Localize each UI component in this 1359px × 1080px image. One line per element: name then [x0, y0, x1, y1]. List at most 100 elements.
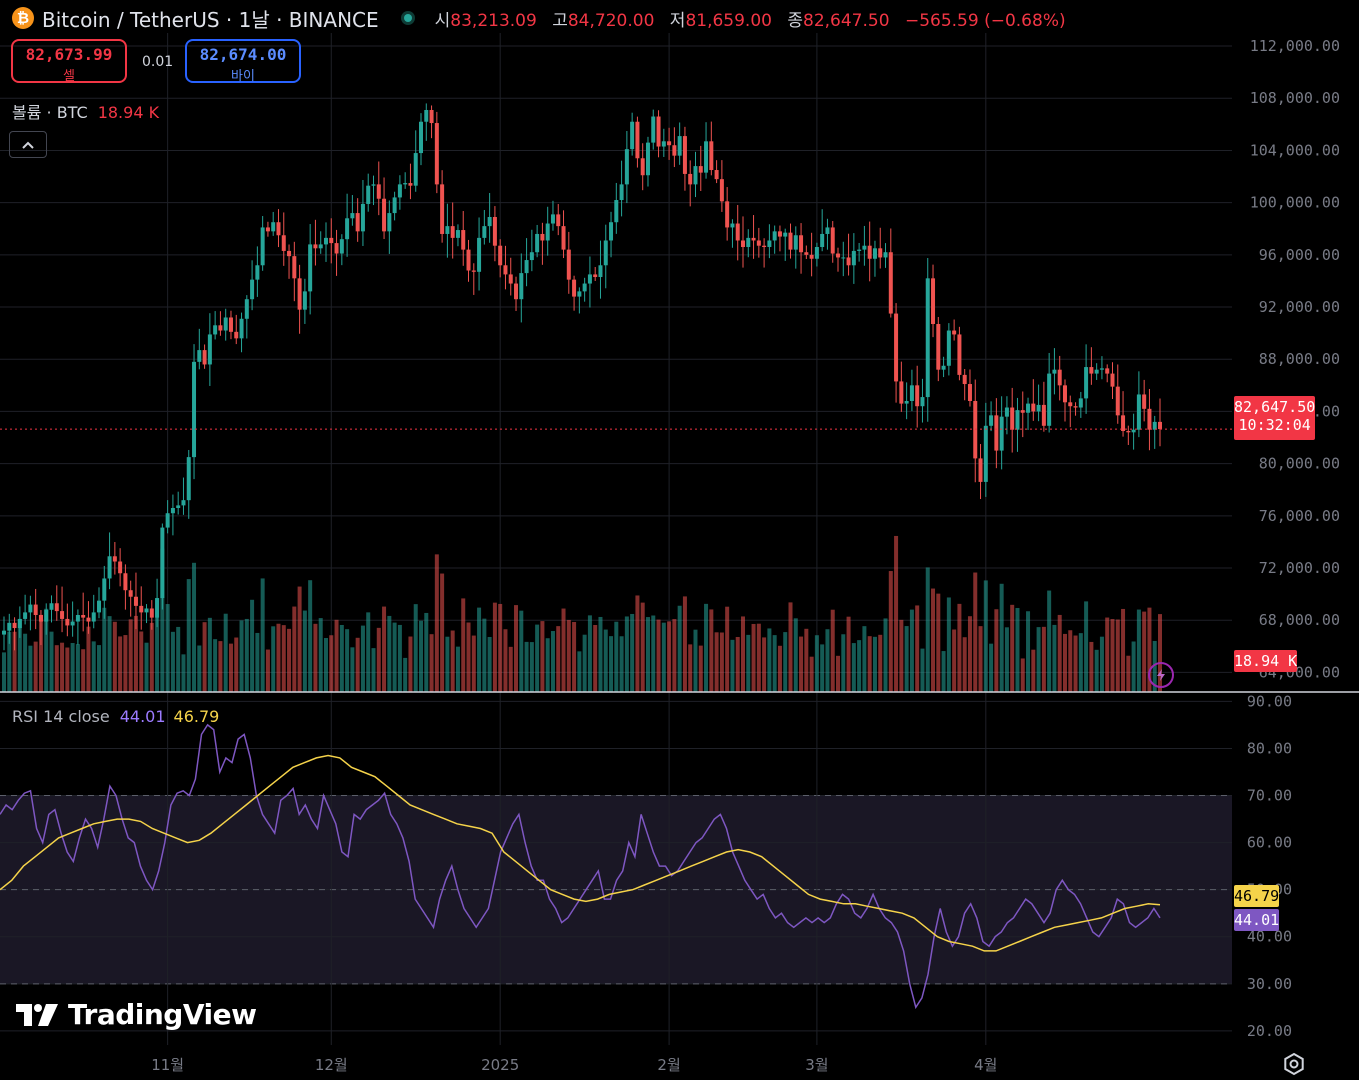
lightning-icon[interactable]: [1148, 662, 1174, 688]
candle-body: [851, 250, 856, 266]
close-value: 82,647.50: [803, 10, 890, 31]
volume-bar: [17, 619, 22, 692]
candle-body: [872, 248, 877, 259]
volume-bar: [556, 626, 561, 692]
candle-body: [466, 249, 471, 271]
candle-body: [556, 214, 561, 227]
volume-bar: [999, 583, 1004, 692]
candle-body: [170, 508, 175, 514]
candle-body: [725, 201, 730, 228]
candle-body: [656, 116, 661, 147]
candle-body: [139, 605, 144, 613]
candle-body: [1057, 369, 1062, 386]
candle-body: [999, 416, 1004, 451]
candle-body: [667, 141, 672, 146]
bitcoin-icon: ₿: [12, 7, 34, 29]
volume-bar: [181, 654, 186, 692]
candle-body: [60, 611, 65, 619]
rsi-value: 44.01: [119, 707, 166, 726]
volume-bar: [408, 636, 413, 692]
candle-body: [915, 385, 920, 407]
candle-body: [989, 415, 994, 426]
candle-body: [1010, 407, 1015, 430]
candle-body: [830, 227, 835, 254]
candle-body: [946, 330, 951, 366]
candle-body: [97, 600, 102, 613]
candle-body: [1047, 373, 1052, 426]
volume-bar: [265, 649, 270, 692]
volume-legend[interactable]: 볼륨 · BTC 18.94 K: [12, 99, 159, 123]
time-tick-label: 11월: [151, 1056, 184, 1074]
collapse-legend-button[interactable]: [9, 131, 47, 158]
volume-bar: [740, 616, 745, 692]
volume-bar: [1041, 626, 1046, 692]
candle-body: [128, 590, 133, 597]
volume-bar: [946, 597, 951, 692]
rsi-tick-label: 90.00: [1247, 692, 1292, 710]
volume-bar: [123, 635, 128, 692]
settings-gear-icon[interactable]: [1282, 1052, 1306, 1076]
volume-bar: [941, 651, 946, 692]
volume-bar: [207, 617, 212, 692]
volume-bar: [376, 627, 381, 692]
volume-bar: [830, 609, 835, 692]
candle-body: [994, 415, 999, 451]
candle-body: [793, 235, 798, 250]
candle-body: [1115, 386, 1120, 416]
candle-body: [213, 325, 218, 335]
candle-body: [936, 324, 941, 370]
volume-bar: [756, 623, 761, 692]
candle-body: [1126, 431, 1131, 433]
time-tick-label: 2월: [657, 1056, 680, 1074]
volume-bar: [894, 535, 899, 692]
volume-bar: [297, 586, 302, 692]
symbol-title[interactable]: Bitcoin / TetherUS · 1날 · BINANCE: [42, 7, 379, 32]
candle-body: [645, 142, 650, 176]
volume-bar: [107, 616, 112, 692]
candle-body: [767, 240, 772, 248]
volume-bar: [213, 639, 218, 692]
candle-body: [756, 240, 761, 246]
volume-bar: [302, 610, 307, 692]
candle-body: [387, 213, 392, 232]
candle-body: [181, 500, 186, 506]
volume-bar: [704, 603, 709, 692]
volume-bar: [1078, 633, 1083, 692]
candle-body: [23, 612, 28, 619]
candle-body: [223, 317, 228, 331]
rsi-legend[interactable]: RSI 14 close 44.01 46.79: [12, 707, 219, 726]
volume-bar: [445, 636, 450, 692]
volume-bar: [345, 629, 350, 692]
volume-bar: [366, 612, 371, 692]
candle-body: [545, 223, 550, 241]
candle-body: [762, 245, 767, 248]
candle-body: [508, 274, 513, 284]
volume-bar: [587, 615, 592, 692]
candle-body: [207, 334, 212, 365]
volume-bar: [197, 645, 202, 692]
price-tick-label: 100,000.00: [1250, 194, 1340, 212]
time-tick-label: 4월: [974, 1056, 997, 1074]
volume-bar: [1115, 619, 1120, 692]
volume-bar: [867, 636, 872, 692]
change-value: −565.59 (−0.68%): [904, 10, 1066, 31]
tradingview-logo[interactable]: TradingView: [16, 998, 257, 1031]
volume-bar: [1026, 611, 1031, 692]
candle-body: [962, 374, 967, 385]
volume-bar: [440, 573, 445, 692]
volume-bar: [719, 632, 724, 692]
candle-body: [197, 350, 202, 362]
volume-bar: [714, 632, 719, 692]
candle-body: [271, 222, 276, 232]
rsi-tick-label: 40.00: [1247, 928, 1292, 946]
volume-bar: [281, 625, 286, 692]
sell-button[interactable]: 82,673.99 셀: [11, 39, 127, 84]
rsi-tick-label: 80.00: [1247, 739, 1292, 757]
volume-bar: [688, 644, 693, 692]
candle-body: [661, 141, 666, 147]
volume-bar: [514, 605, 519, 692]
volume-bar: [255, 632, 260, 692]
volume-bar: [804, 628, 809, 692]
buy-button[interactable]: 82,674.00 바이: [185, 39, 301, 84]
